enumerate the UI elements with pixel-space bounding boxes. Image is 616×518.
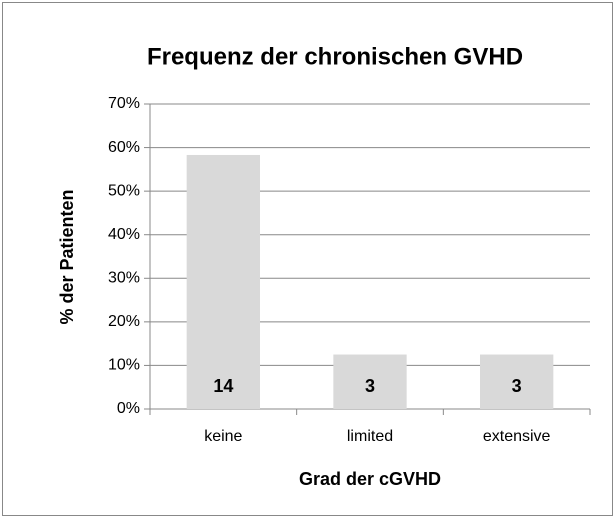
chart-title: Frequenz der chronischen GVHD xyxy=(147,43,523,70)
bar xyxy=(186,154,260,409)
y-tick-label: 60% xyxy=(108,139,140,156)
bar xyxy=(333,354,407,409)
data-label: 14 xyxy=(213,376,233,396)
y-tick-label: 20% xyxy=(108,313,140,330)
y-tick-label: 10% xyxy=(108,357,140,374)
data-label: 3 xyxy=(512,376,522,396)
y-axis-label: % der Patienten xyxy=(57,189,77,324)
x-tick-label: extensive xyxy=(483,428,551,445)
x-tick-label: limited xyxy=(347,428,393,445)
y-tick-label: 50% xyxy=(108,182,140,199)
y-tick-label: 40% xyxy=(108,226,140,243)
y-tick-label: 0% xyxy=(117,400,140,417)
x-axis-label: Grad der cGVHD xyxy=(299,469,441,489)
y-tick-label: 30% xyxy=(108,270,140,287)
x-tick-label: keine xyxy=(204,428,242,445)
data-label: 3 xyxy=(365,376,375,396)
y-tick-label: 70% xyxy=(108,95,140,112)
bar xyxy=(480,354,554,409)
